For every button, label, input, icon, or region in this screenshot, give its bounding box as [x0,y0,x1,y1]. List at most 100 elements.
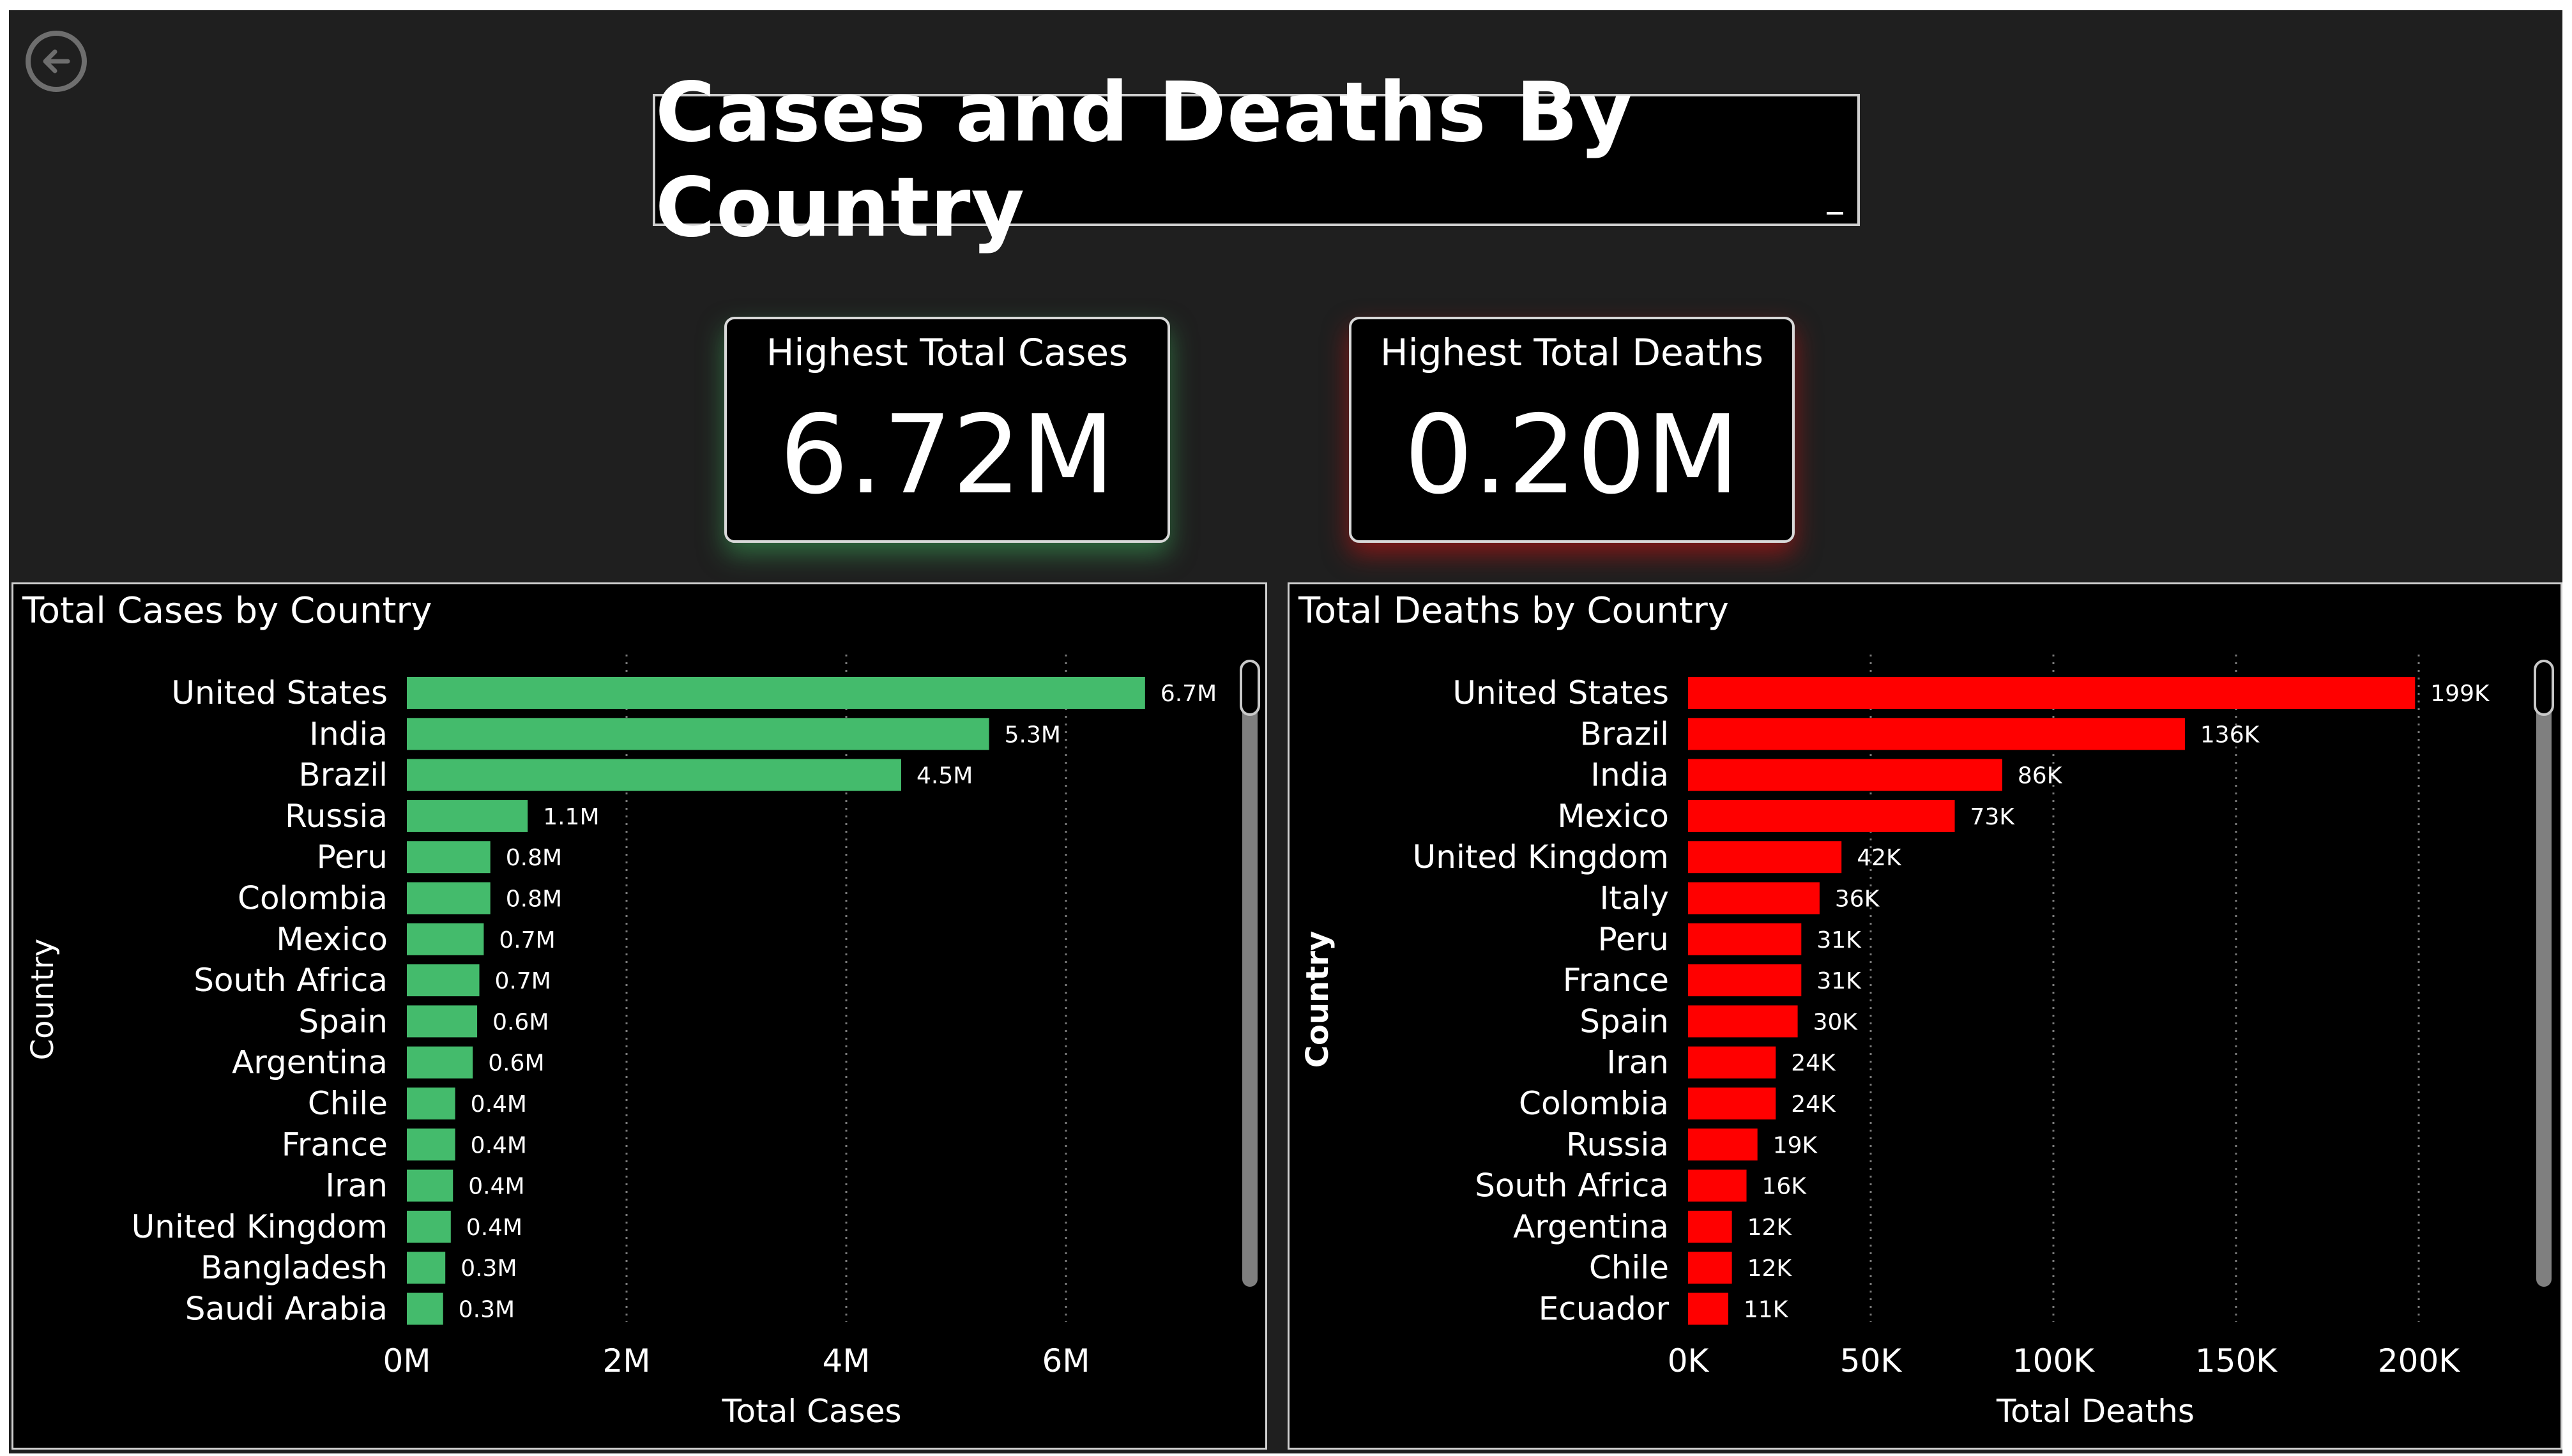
bar-united-kingdom[interactable] [1688,841,1842,874]
category-label-chile: Chile [308,1085,388,1122]
category-label-colombia: Colombia [1519,1085,1669,1122]
bar-south-africa[interactable] [407,964,480,997]
bar-united-states[interactable] [407,677,1145,709]
bar-united-kingdom[interactable] [407,1210,451,1243]
category-label-italy: Italy [1600,880,1669,917]
x-tick-label: 2M [603,1342,651,1379]
data-label-brazil: 4.5M [917,763,973,789]
bar-ecuador[interactable] [1688,1293,1728,1325]
kpi-card-total-deaths: Highest Total Deaths 0.20M [1349,317,1795,543]
bar-india[interactable] [407,718,989,750]
category-label-united-states: United States [171,674,388,711]
x-tick-label: 0K [1668,1342,1710,1379]
data-label-united-states: 199K [2430,681,2490,707]
bar-south-africa[interactable] [1688,1169,1747,1202]
bar-france[interactable] [1688,964,1802,997]
bar-colombia[interactable] [1688,1088,1776,1119]
y-axis-label: Country [25,939,61,1061]
bar-bangladesh[interactable] [407,1252,446,1284]
x-tick-label: 150K [2195,1342,2278,1379]
category-label-brazil: Brazil [298,757,388,794]
bar-peru[interactable] [407,841,491,874]
bar-argentina[interactable] [407,1046,473,1079]
bar-saudi-arabia[interactable] [407,1293,443,1325]
bar-chile[interactable] [1688,1252,1732,1284]
data-label-colombia: 0.8M [506,886,562,913]
category-label-brazil: Brazil [1579,715,1669,752]
data-label-united-kingdom: 0.4M [466,1215,522,1241]
x-tick-label: 200K [2378,1342,2460,1379]
category-label-south-africa: South Africa [194,962,388,999]
chart-title: Total Cases by Country [22,590,432,632]
bar-spain[interactable] [407,1005,478,1038]
kpi-card-total-cases: Highest Total Cases 6.72M [724,317,1170,543]
data-label-france: 0.4M [471,1132,527,1158]
bar-mexico[interactable] [407,923,484,955]
category-label-india: India [309,715,388,752]
data-label-mexico: 73K [1970,804,2016,830]
bar-united-states[interactable] [1688,677,2416,709]
kpi-value-total-cases: 6.72M [779,392,1115,519]
bar-spain[interactable] [1688,1005,1798,1038]
bar-brazil[interactable] [407,759,901,791]
category-label-united-kingdom: United Kingdom [132,1208,388,1245]
data-label-bangladesh: 0.3M [460,1255,517,1282]
data-label-argentina: 12K [1747,1215,1793,1241]
bar-peru[interactable] [1688,923,1802,955]
category-label-france: France [1563,962,1669,999]
bar-italy[interactable] [1688,882,1820,914]
category-label-iran: Iran [325,1167,388,1204]
bar-russia[interactable] [407,800,528,832]
category-label-peru: Peru [1598,921,1669,958]
deaths-chart-panel: Total Deaths by Country Country United Sta… [1288,582,2562,1450]
data-label-colombia: 24K [1791,1091,1836,1118]
x-tick-label: 4M [823,1342,871,1379]
category-label-peru: Peru [317,838,388,876]
bar-india[interactable] [1688,759,2002,791]
kpi-label-total-deaths: Highest Total Deaths [1380,331,1763,374]
back-arrow-icon [43,49,70,73]
bar-brazil[interactable] [1688,718,2185,750]
category-label-france: France [282,1126,388,1163]
data-label-united-states: 6.7M [1160,681,1217,707]
data-label-france: 31K [1816,968,1862,994]
scrollbar-track[interactable] [1242,661,1258,1287]
data-label-south-africa: 16K [1762,1174,1807,1200]
data-label-south-africa: 0.7M [495,968,551,994]
back-button[interactable] [26,31,87,92]
category-label-united-kingdom: United Kingdom [1413,838,1669,876]
page-title: Cases and Deaths By Country [655,64,1633,255]
scrollbar-track[interactable] [2536,661,2552,1287]
text-cursor [1827,212,1843,215]
category-label-chile: Chile [1589,1249,1669,1286]
scrollbar-thumb[interactable] [2534,660,2554,716]
category-label-united-states: United States [1452,674,1669,711]
data-label-united-kingdom: 42K [1857,845,1902,871]
category-label-spain: Spain [298,1003,388,1040]
category-label-russia: Russia [285,798,388,835]
data-label-chile: 12K [1747,1255,1793,1282]
bar-russia[interactable] [1688,1128,1758,1161]
cases-chart-panel: Total Cases by Country Country United Stat… [11,582,1267,1450]
category-label-spain: Spain [1579,1003,1669,1040]
x-axis-label: Total Deaths [1996,1393,2195,1430]
x-tick-label: 100K [2013,1342,2095,1379]
bar-argentina[interactable] [1688,1210,1732,1243]
bar-iran[interactable] [407,1169,453,1202]
bar-iran[interactable] [1688,1046,1776,1079]
scrollbar-thumb[interactable] [1240,660,1260,716]
bar-france[interactable] [407,1128,455,1161]
bar-mexico[interactable] [1688,800,1955,832]
category-label-india: India [1590,757,1669,794]
category-label-mexico: Mexico [276,921,388,958]
bar-chile[interactable] [407,1088,455,1119]
data-label-ecuador: 11K [1744,1297,1789,1323]
bar-colombia[interactable] [407,882,491,914]
chart-title: Total Deaths by Country [1298,590,1729,632]
data-label-india: 86K [2018,763,2063,789]
data-label-iran: 0.4M [468,1174,524,1200]
data-label-russia: 19K [1773,1132,1818,1158]
data-label-brazil: 136K [2200,722,2260,748]
x-tick-label: 0M [383,1342,431,1379]
data-label-iran: 24K [1791,1050,1836,1077]
